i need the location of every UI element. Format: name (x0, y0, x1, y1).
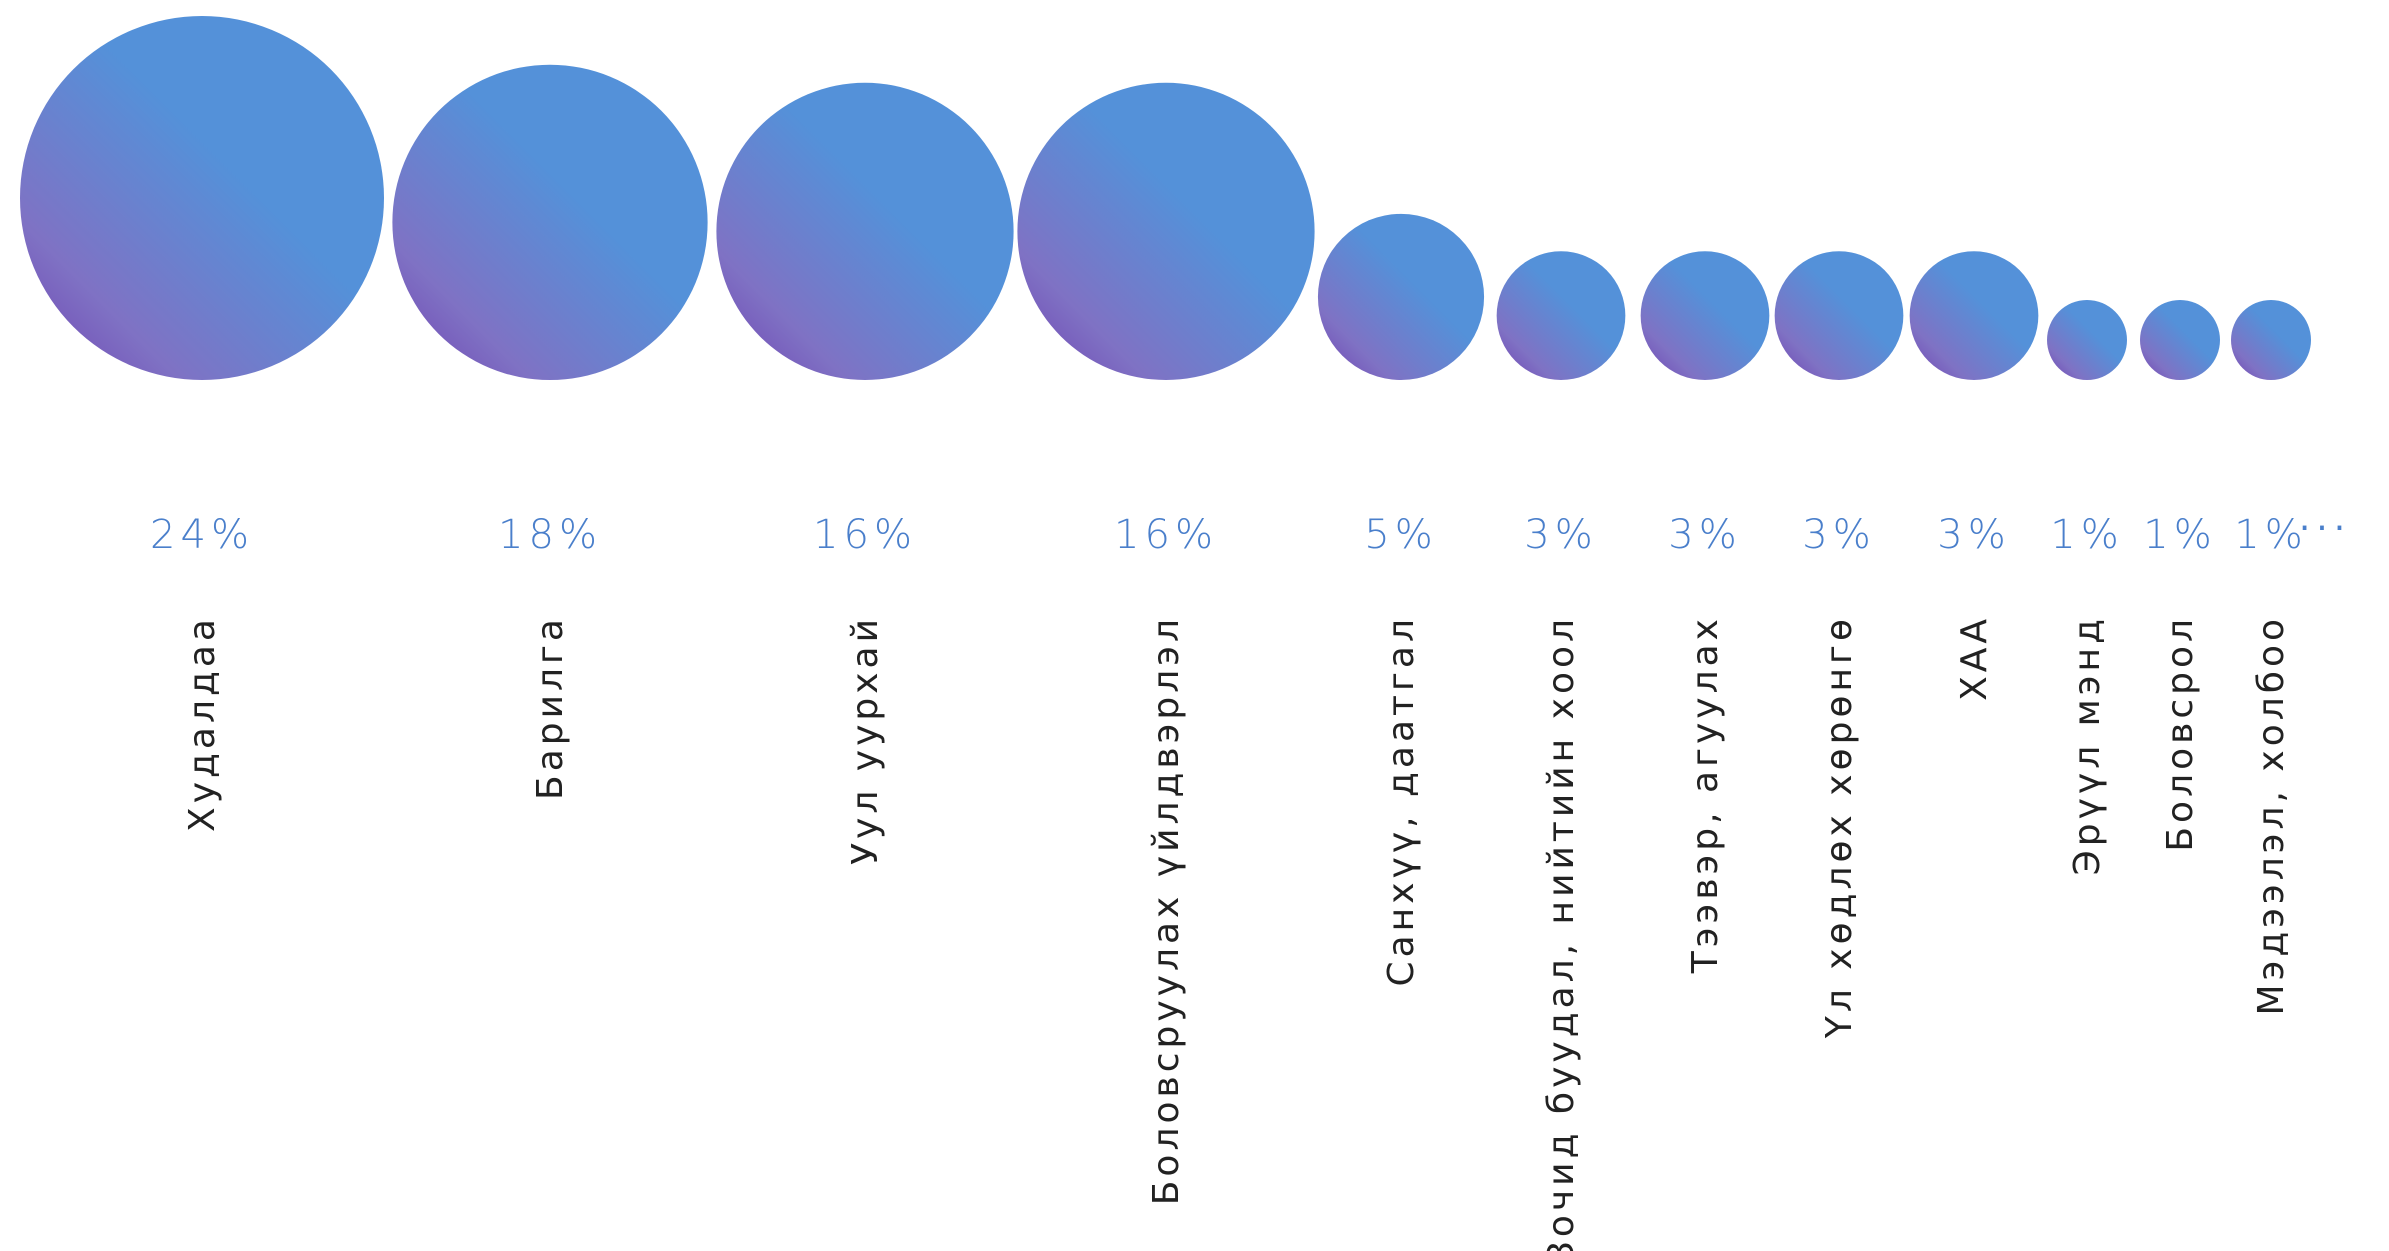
percent-label-9: 3% (1937, 512, 2010, 558)
percent-label-4: 16% (1114, 512, 1218, 558)
bubble-11 (2140, 300, 2220, 380)
percent-label-11: 1% (2143, 512, 2216, 558)
bubble-9 (1909, 251, 2039, 380)
bubble-12 (2231, 300, 2311, 380)
percent-label-10: 1% (2050, 512, 2123, 558)
bubble-1 (20, 16, 384, 380)
category-label-1: Худалдаа (182, 615, 223, 832)
percent-label-1: 24% (150, 512, 254, 558)
category-label-8: Үл хөдлөх хөрөнгө (1819, 615, 1860, 1039)
percent-label-7: 3% (1668, 512, 1741, 558)
category-label-5: Санхүү, даатгал (1381, 615, 1422, 987)
category-label-9: ХАА (1954, 615, 1995, 701)
percent-label-6: 3% (1524, 512, 1597, 558)
bubble-4 (1017, 82, 1315, 380)
percent-label-3: 16% (813, 512, 917, 558)
bubble-6 (1496, 251, 1626, 380)
bubble-8 (1774, 251, 1904, 380)
category-label-11: Боловсрол (2160, 615, 2201, 852)
category-label-4: Боловсруулах үйлдвэрлэл (1146, 615, 1187, 1205)
bubble-3 (716, 82, 1014, 380)
percent-label-12: 1% (2234, 512, 2307, 558)
bubbles-layer (20, 16, 2311, 380)
percent-labels-layer: 24% 18% 16% 16% 5% 3% 3% 3% 3% 1% 1% 1% (150, 512, 2307, 558)
percent-label-2: 18% (498, 512, 602, 558)
bubble-7 (1640, 251, 1770, 380)
percent-label-5: 5% (1364, 512, 1437, 558)
bubble-5 (1317, 213, 1485, 380)
category-label-7: Тээвэр, агуулах (1685, 615, 1726, 974)
category-label-3: Уул уурхай (845, 615, 886, 865)
category-label-6: Зочид буудал, нийтийн хоол (1541, 615, 1582, 1251)
percent-label-8: 3% (1802, 512, 1875, 558)
continuation-ellipsis: ... (2299, 498, 2351, 539)
category-label-10: Эрүүл мэнд (2067, 615, 2108, 875)
category-label-12: Мэдээлэл, холбоо (2251, 615, 2292, 1015)
category-labels-layer: Худалдаа Барилга Уул уурхай Боловсруулах үй… (182, 615, 2292, 1251)
bubble-2 (392, 64, 708, 380)
category-label-2: Барилга (530, 615, 571, 800)
bubble-10 (2047, 300, 2127, 380)
